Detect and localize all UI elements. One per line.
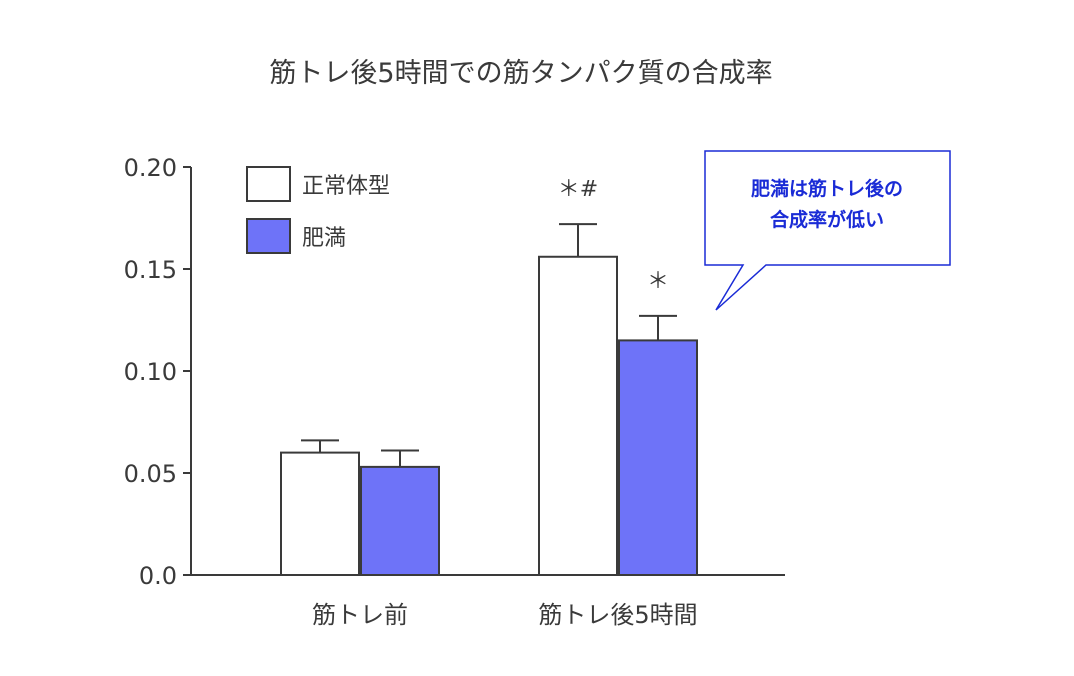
y-tick-label: 0.0 [139, 562, 177, 590]
x-category-label: 筋トレ前 [312, 601, 408, 629]
chart-title: 筋トレ後5時間での筋タンパク質の合成率 [269, 58, 772, 89]
callout-bubble [704, 150, 951, 311]
y-tick-label: 0.10 [124, 358, 177, 386]
y-axis: 0.0 0.05 0.10 0.15 0.20 [124, 154, 192, 590]
callout-text: 合成率が低い [770, 208, 884, 231]
legend-swatch [246, 166, 291, 202]
callout-text: 肥満は筋トレ後の [751, 177, 903, 200]
y-tick-label: 0.05 [124, 460, 177, 488]
significance-marker: ＊# [558, 177, 598, 202]
legend-swatch [246, 218, 291, 254]
y-tick-label: 0.15 [124, 256, 177, 284]
bar [280, 451, 360, 577]
bar [538, 255, 618, 576]
x-axis: 筋トレ前 筋トレ後5時間 [191, 574, 785, 629]
bar [360, 465, 440, 577]
x-category-label: 筋トレ後5時間 [538, 601, 697, 629]
y-tick-label: 0.20 [124, 154, 177, 182]
bars: ＊# ＊ [280, 177, 698, 577]
legend-label: 肥満 [302, 226, 346, 251]
significance-marker: ＊ [647, 269, 669, 294]
bar [618, 339, 698, 576]
legend-label: 正常体型 [302, 174, 390, 199]
